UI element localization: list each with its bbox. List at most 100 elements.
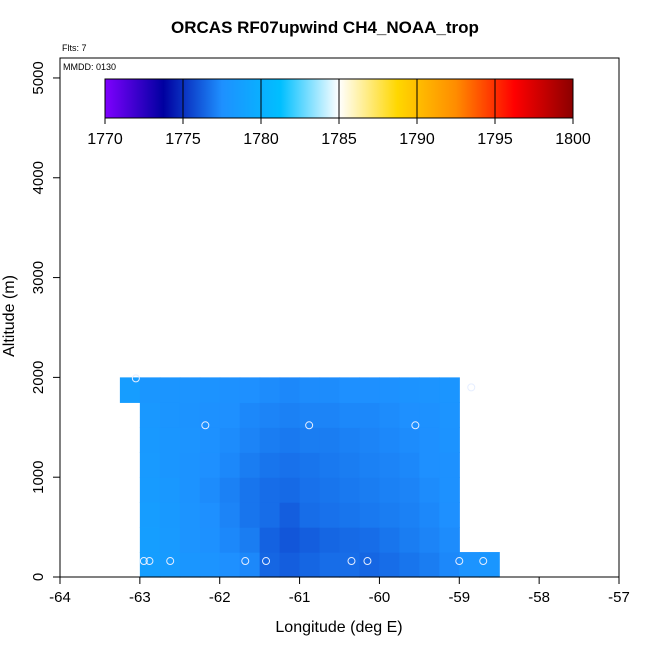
heatmap-cell (419, 427, 440, 453)
sample-point (455, 557, 464, 566)
heatmap-cell (179, 527, 201, 553)
x-axis: -64 -63 -62 -61 -60 -59 -58 -57 (49, 577, 630, 606)
heatmap-cell (219, 452, 241, 478)
heatmap-cell (399, 477, 420, 503)
heatmap-cell (439, 402, 460, 428)
heatmap-cell (359, 527, 381, 553)
heatmap-cell (219, 502, 241, 528)
heatmap-cell (359, 552, 381, 578)
heatmap-cell (159, 477, 181, 503)
heatmap-cell (179, 402, 201, 428)
heatmap-cells (119, 377, 500, 578)
colorbar-tick-label: 1770 (87, 131, 123, 148)
heatmap-cell (319, 377, 341, 403)
heatmap-cell (339, 527, 361, 553)
y-tick-label: 1000 (30, 461, 47, 494)
x-tick-label: -61 (289, 589, 311, 606)
heatmap-cell (279, 477, 301, 503)
heatmap-cell (359, 477, 381, 503)
heatmap-cell (299, 502, 321, 528)
heatmap-cell (159, 502, 181, 528)
heatmap-cell (239, 502, 261, 528)
heatmap-cell (419, 477, 440, 503)
heatmap-cell (319, 427, 341, 453)
heatmap-cell (199, 402, 221, 428)
heatmap-cell (399, 377, 420, 403)
heatmap-cell (239, 427, 261, 453)
heatmap-cell (279, 552, 301, 578)
x-tick-label: -63 (129, 589, 151, 606)
heatmap-cell (379, 527, 400, 553)
heatmap-cell (219, 427, 241, 453)
x-tick-label: -60 (369, 589, 391, 606)
heatmap-cell (139, 377, 161, 403)
heatmap-cell (379, 502, 400, 528)
heatmap-cell (259, 427, 281, 453)
heatmap-cell (399, 452, 420, 478)
colorbar-tick-label: 1785 (321, 131, 357, 148)
heatmap-cell (399, 527, 420, 553)
sample-point (166, 557, 175, 566)
heatmap-cell (159, 452, 181, 478)
heatmap-cell (319, 527, 341, 553)
heatmap-cell (159, 377, 181, 403)
mmdd-label: MMDD: 0130 (63, 62, 116, 72)
heatmap-cell (279, 427, 301, 453)
heatmap-cell (299, 552, 321, 578)
sample-point (305, 421, 314, 430)
heatmap-cell (179, 452, 201, 478)
heatmap-cell (379, 452, 400, 478)
heatmap-cell (279, 502, 301, 528)
heatmap-cell (359, 502, 381, 528)
heatmap-cell (419, 377, 440, 403)
sample-point (201, 421, 210, 430)
heatmap-cell (159, 427, 181, 453)
heatmap-cell (219, 552, 241, 578)
heatmap-cell (239, 402, 261, 428)
heatmap-cell (199, 502, 221, 528)
heatmap-cell (359, 402, 381, 428)
heatmap-cell (239, 477, 261, 503)
heatmap-cell (219, 477, 241, 503)
x-tick-label: -58 (528, 589, 550, 606)
heatmap-cell (359, 377, 381, 403)
plot-frame (59, 57, 620, 578)
sample-point (262, 557, 271, 566)
heatmap-cell (339, 427, 361, 453)
heatmap-cell (299, 377, 321, 403)
x-tick-label: -57 (608, 589, 630, 606)
y-axis-label: Altitude (m) (1, 275, 18, 357)
heatmap-cell (179, 427, 201, 453)
y-axis: 0 1000 2000 3000 4000 5000 (30, 61, 60, 581)
heatmap-cell (439, 552, 460, 578)
heatmap-cell (219, 402, 241, 428)
heatmap-cell (459, 552, 480, 578)
heatmap-cell (199, 452, 221, 478)
heatmap-cell (339, 552, 361, 578)
heatmap-cell (399, 552, 420, 578)
heatmap-cell (139, 452, 161, 478)
heatmap-cell (379, 552, 400, 578)
colorbar-tick-label: 1780 (243, 131, 279, 148)
heatmap-cell (259, 452, 281, 478)
heatmap-cell (139, 477, 161, 503)
heatmap-cell (179, 552, 201, 578)
heatmap-cell (179, 477, 201, 503)
heatmap-cell (399, 402, 420, 428)
heatmap-cell (359, 427, 381, 453)
heatmap-cell (259, 502, 281, 528)
heatmap-cell (139, 427, 161, 453)
y-tick-label: 0 (30, 573, 47, 581)
heatmap-cell (259, 402, 281, 428)
colorbar-tick-label: 1795 (477, 131, 513, 148)
sample-point (411, 421, 420, 430)
heatmap-cell (339, 502, 361, 528)
heatmap-cell (339, 377, 361, 403)
heatmap-cell (219, 377, 241, 403)
heatmap-cell (439, 377, 460, 403)
heatmap-cell (379, 402, 400, 428)
heatmap-cell (299, 452, 321, 478)
y-tick-label: 3000 (30, 261, 47, 294)
heatmap-cell (199, 377, 221, 403)
